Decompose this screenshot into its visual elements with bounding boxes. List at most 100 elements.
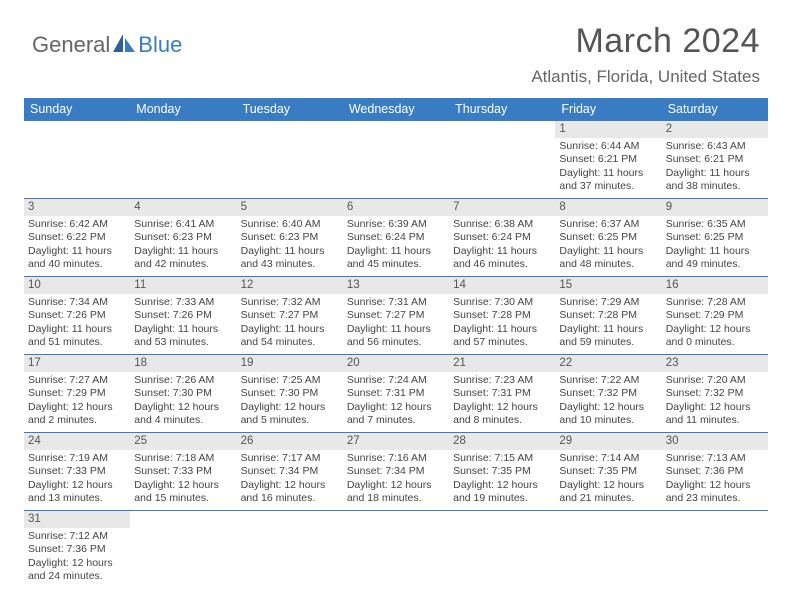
day-body: Sunrise: 7:20 AMSunset: 7:32 PMDaylight:…: [662, 372, 768, 432]
day-body: Sunrise: 6:44 AMSunset: 6:21 PMDaylight:…: [555, 138, 661, 198]
sunrise-text: Sunrise: 7:17 AM: [241, 452, 339, 465]
sunset-text: Sunset: 6:24 PM: [453, 231, 551, 244]
day-body: Sunrise: 7:25 AMSunset: 7:30 PMDaylight:…: [237, 372, 343, 432]
calendar-cell: 16Sunrise: 7:28 AMSunset: 7:29 PMDayligh…: [662, 277, 768, 355]
day-number: 28: [449, 433, 555, 450]
calendar-cell: 17Sunrise: 7:27 AMSunset: 7:29 PMDayligh…: [24, 355, 130, 433]
daylight-text: Daylight: 11 hours and 38 minutes.: [666, 167, 764, 194]
day-number: 15: [555, 277, 661, 294]
day-number: 25: [130, 433, 236, 450]
day-body: [24, 123, 130, 129]
day-body: [237, 123, 343, 129]
sunrise-text: Sunrise: 7:13 AM: [666, 452, 764, 465]
day-number: 16: [662, 277, 768, 294]
sunrise-text: Sunrise: 7:28 AM: [666, 296, 764, 309]
sunset-text: Sunset: 7:34 PM: [241, 465, 339, 478]
day-number: 17: [24, 355, 130, 372]
weekday-header: Tuesday: [237, 98, 343, 121]
sunset-text: Sunset: 7:28 PM: [453, 309, 551, 322]
day-body: [343, 513, 449, 519]
sunset-text: Sunset: 6:23 PM: [241, 231, 339, 244]
sunrise-text: Sunrise: 6:43 AM: [666, 140, 764, 153]
daylight-text: Daylight: 11 hours and 53 minutes.: [134, 323, 232, 350]
sunrise-text: Sunrise: 7:19 AM: [28, 452, 126, 465]
day-number: 23: [662, 355, 768, 372]
daylight-text: Daylight: 11 hours and 37 minutes.: [559, 167, 657, 194]
calendar-row: 31Sunrise: 7:12 AMSunset: 7:36 PMDayligh…: [24, 511, 768, 589]
daylight-text: Daylight: 12 hours and 15 minutes.: [134, 479, 232, 506]
sunrise-text: Sunrise: 7:29 AM: [559, 296, 657, 309]
day-body: [449, 123, 555, 129]
day-body: Sunrise: 6:41 AMSunset: 6:23 PMDaylight:…: [130, 216, 236, 276]
daylight-text: Daylight: 11 hours and 57 minutes.: [453, 323, 551, 350]
sunset-text: Sunset: 7:36 PM: [666, 465, 764, 478]
day-body: Sunrise: 6:37 AMSunset: 6:25 PMDaylight:…: [555, 216, 661, 276]
calendar-cell: [449, 511, 555, 589]
page-title: March 2024: [531, 22, 760, 61]
calendar-cell: 24Sunrise: 7:19 AMSunset: 7:33 PMDayligh…: [24, 433, 130, 511]
sunrise-text: Sunrise: 7:33 AM: [134, 296, 232, 309]
day-number: 19: [237, 355, 343, 372]
title-block: March 2024 Atlantis, Florida, United Sta…: [531, 22, 760, 87]
logo-text-blue: Blue: [138, 32, 182, 58]
calendar-cell: [343, 511, 449, 589]
day-body: Sunrise: 6:42 AMSunset: 6:22 PMDaylight:…: [24, 216, 130, 276]
sunset-text: Sunset: 7:31 PM: [347, 387, 445, 400]
calendar-cell: 28Sunrise: 7:15 AMSunset: 7:35 PMDayligh…: [449, 433, 555, 511]
sunrise-text: Sunrise: 7:20 AM: [666, 374, 764, 387]
daylight-text: Daylight: 12 hours and 21 minutes.: [559, 479, 657, 506]
daylight-text: Daylight: 12 hours and 23 minutes.: [666, 479, 764, 506]
day-body: [662, 513, 768, 519]
daylight-text: Daylight: 11 hours and 56 minutes.: [347, 323, 445, 350]
day-body: Sunrise: 7:26 AMSunset: 7:30 PMDaylight:…: [130, 372, 236, 432]
logo-text-general: General: [32, 32, 110, 58]
calendar-cell: [130, 121, 236, 199]
day-number: 13: [343, 277, 449, 294]
weekday-header: Saturday: [662, 98, 768, 121]
day-body: Sunrise: 6:40 AMSunset: 6:23 PMDaylight:…: [237, 216, 343, 276]
daylight-text: Daylight: 12 hours and 2 minutes.: [28, 401, 126, 428]
sunset-text: Sunset: 7:27 PM: [347, 309, 445, 322]
calendar-cell: 6Sunrise: 6:39 AMSunset: 6:24 PMDaylight…: [343, 199, 449, 277]
daylight-text: Daylight: 12 hours and 5 minutes.: [241, 401, 339, 428]
location-subtitle: Atlantis, Florida, United States: [531, 67, 760, 87]
calendar-cell: 27Sunrise: 7:16 AMSunset: 7:34 PMDayligh…: [343, 433, 449, 511]
calendar-cell: [662, 511, 768, 589]
daylight-text: Daylight: 12 hours and 11 minutes.: [666, 401, 764, 428]
day-body: Sunrise: 7:19 AMSunset: 7:33 PMDaylight:…: [24, 450, 130, 510]
calendar-cell: [237, 121, 343, 199]
day-body: Sunrise: 7:29 AMSunset: 7:28 PMDaylight:…: [555, 294, 661, 354]
sunrise-text: Sunrise: 7:30 AM: [453, 296, 551, 309]
sunset-text: Sunset: 7:34 PM: [347, 465, 445, 478]
daylight-text: Daylight: 12 hours and 18 minutes.: [347, 479, 445, 506]
weekday-header: Friday: [555, 98, 661, 121]
calendar-cell: 26Sunrise: 7:17 AMSunset: 7:34 PMDayligh…: [237, 433, 343, 511]
day-body: [130, 513, 236, 519]
sunset-text: Sunset: 7:29 PM: [666, 309, 764, 322]
sunrise-text: Sunrise: 7:14 AM: [559, 452, 657, 465]
calendar-cell: 29Sunrise: 7:14 AMSunset: 7:35 PMDayligh…: [555, 433, 661, 511]
sunset-text: Sunset: 7:35 PM: [559, 465, 657, 478]
calendar-cell: 15Sunrise: 7:29 AMSunset: 7:28 PMDayligh…: [555, 277, 661, 355]
calendar-cell: 10Sunrise: 7:34 AMSunset: 7:26 PMDayligh…: [24, 277, 130, 355]
calendar-cell: [343, 121, 449, 199]
calendar-cell: 9Sunrise: 6:35 AMSunset: 6:25 PMDaylight…: [662, 199, 768, 277]
calendar-row: 24Sunrise: 7:19 AMSunset: 7:33 PMDayligh…: [24, 433, 768, 511]
calendar-cell: 11Sunrise: 7:33 AMSunset: 7:26 PMDayligh…: [130, 277, 236, 355]
calendar-cell: [555, 511, 661, 589]
daylight-text: Daylight: 11 hours and 42 minutes.: [134, 245, 232, 272]
daylight-text: Daylight: 12 hours and 4 minutes.: [134, 401, 232, 428]
sunset-text: Sunset: 7:29 PM: [28, 387, 126, 400]
day-body: Sunrise: 7:22 AMSunset: 7:32 PMDaylight:…: [555, 372, 661, 432]
sunrise-text: Sunrise: 6:38 AM: [453, 218, 551, 231]
daylight-text: Daylight: 11 hours and 40 minutes.: [28, 245, 126, 272]
day-body: Sunrise: 7:31 AMSunset: 7:27 PMDaylight:…: [343, 294, 449, 354]
calendar-row: 17Sunrise: 7:27 AMSunset: 7:29 PMDayligh…: [24, 355, 768, 433]
day-number: 11: [130, 277, 236, 294]
calendar-cell: 22Sunrise: 7:22 AMSunset: 7:32 PMDayligh…: [555, 355, 661, 433]
sunset-text: Sunset: 7:27 PM: [241, 309, 339, 322]
sunrise-text: Sunrise: 7:12 AM: [28, 530, 126, 543]
day-body: Sunrise: 7:17 AMSunset: 7:34 PMDaylight:…: [237, 450, 343, 510]
sunset-text: Sunset: 7:26 PM: [28, 309, 126, 322]
day-number: 7: [449, 199, 555, 216]
